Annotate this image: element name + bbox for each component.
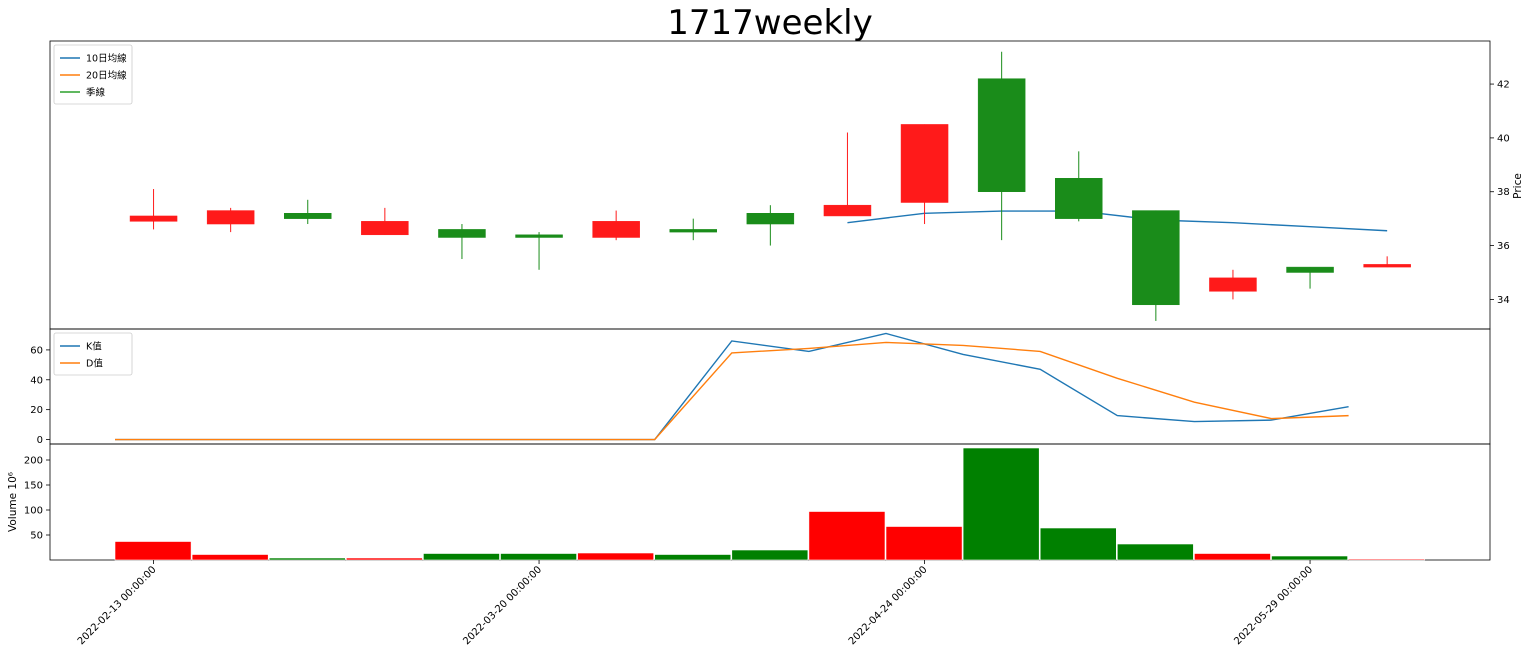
volume-bar — [1039, 527, 1117, 561]
price-y-ticks: 34 36 38 40 42 — [1490, 80, 1510, 306]
kd-tick-label: 20 — [30, 405, 43, 416]
ma10-line-group — [847, 210, 1388, 232]
legend-label: 季線 — [86, 87, 106, 99]
candle-body — [1055, 178, 1103, 219]
kd-series-line — [115, 341, 1349, 441]
price-tick-label: 42 — [1497, 80, 1510, 91]
candle-body — [438, 229, 486, 238]
candle-body — [515, 234, 563, 238]
volume-bar — [808, 511, 886, 561]
volume-bar — [1348, 558, 1425, 561]
legend-label: K值 — [86, 341, 102, 353]
volume-tick-label: 200 — [24, 456, 43, 467]
x-tick-label: 2022-04-24 00:00:00 — [847, 564, 930, 647]
candle-body — [361, 221, 409, 236]
kd-lines — [115, 332, 1349, 441]
price-tick-label: 40 — [1497, 133, 1510, 144]
chart-title: 1717weekly — [667, 3, 872, 43]
kd-tick-label: 0 — [37, 435, 43, 446]
volume-bar — [191, 554, 269, 561]
volume-bar — [577, 552, 654, 561]
volume-bar — [345, 557, 423, 561]
price-tick-label: 38 — [1497, 187, 1510, 198]
candles — [129, 51, 1411, 321]
volume-bar — [654, 554, 732, 561]
volume-bar — [268, 557, 346, 561]
legend-label: 20日均線 — [86, 70, 127, 82]
x-tick-label: 2022-02-13 00:00:00 — [76, 564, 159, 647]
volume-bar — [500, 553, 577, 561]
candle-body — [284, 213, 332, 219]
volume-bar — [1117, 543, 1194, 561]
price-tick-label: 34 — [1497, 295, 1510, 306]
volume-bar — [885, 526, 963, 561]
legend-label: D值 — [86, 358, 103, 370]
candle-body — [977, 78, 1026, 192]
kd-legend: K值 D值 — [53, 332, 133, 376]
price-tick-label: 36 — [1497, 241, 1510, 252]
candle-body — [1132, 210, 1180, 306]
volume-panel-frame — [49, 443, 1491, 561]
volume-bar — [423, 553, 500, 561]
candle-body — [1286, 266, 1334, 273]
kd-tick-label: 60 — [30, 345, 43, 356]
candle-body — [1209, 277, 1257, 292]
volume-bar — [1194, 553, 1271, 561]
x-axis-ticks: 2022-02-13 00:00:00 2022-03-20 00:00:00 20… — [76, 560, 1315, 647]
x-tick-label: 2022-05-29 00:00:00 — [1232, 564, 1315, 647]
price-axis-label: Price — [1512, 173, 1524, 199]
x-tick-label: 2022-03-20 00:00:00 — [461, 564, 544, 647]
volume-tick-label: 150 — [24, 481, 43, 492]
volume-bar — [731, 549, 809, 561]
legend-label: 10日均線 — [86, 53, 127, 65]
volume-y-ticks: 50 100 150 200 — [24, 456, 50, 542]
candle-body — [206, 210, 255, 225]
ma10-line — [847, 210, 1388, 232]
candle-body — [900, 124, 949, 203]
candle-body — [592, 221, 640, 238]
kd-panel: 0 20 40 60 K值 D值 — [30, 328, 1491, 446]
volume-tick-label: 100 — [24, 506, 43, 517]
volume-axis-label: Volume 10⁶ — [7, 472, 19, 532]
volume-bar — [962, 447, 1040, 561]
volume-tick-label: 50 — [30, 531, 43, 542]
candle-body — [823, 204, 872, 217]
volume-bars — [114, 447, 1425, 561]
legend-box — [53, 44, 133, 105]
candle-body — [1363, 264, 1411, 268]
legend-box — [53, 332, 133, 376]
kd-series-line — [115, 332, 1349, 441]
volume-bar — [114, 541, 192, 561]
candle-body — [669, 229, 717, 233]
volume-bar — [1271, 555, 1348, 561]
candle-body — [746, 213, 795, 225]
volume-panel: 50 100 150 200 Volume 10⁶ 2022-02-13 00:00:… — [7, 443, 1491, 647]
kd-y-ticks: 0 20 40 60 — [30, 345, 50, 446]
candle-body — [129, 215, 178, 222]
price-panel-frame — [49, 40, 1491, 330]
kd-tick-label: 40 — [30, 375, 43, 386]
